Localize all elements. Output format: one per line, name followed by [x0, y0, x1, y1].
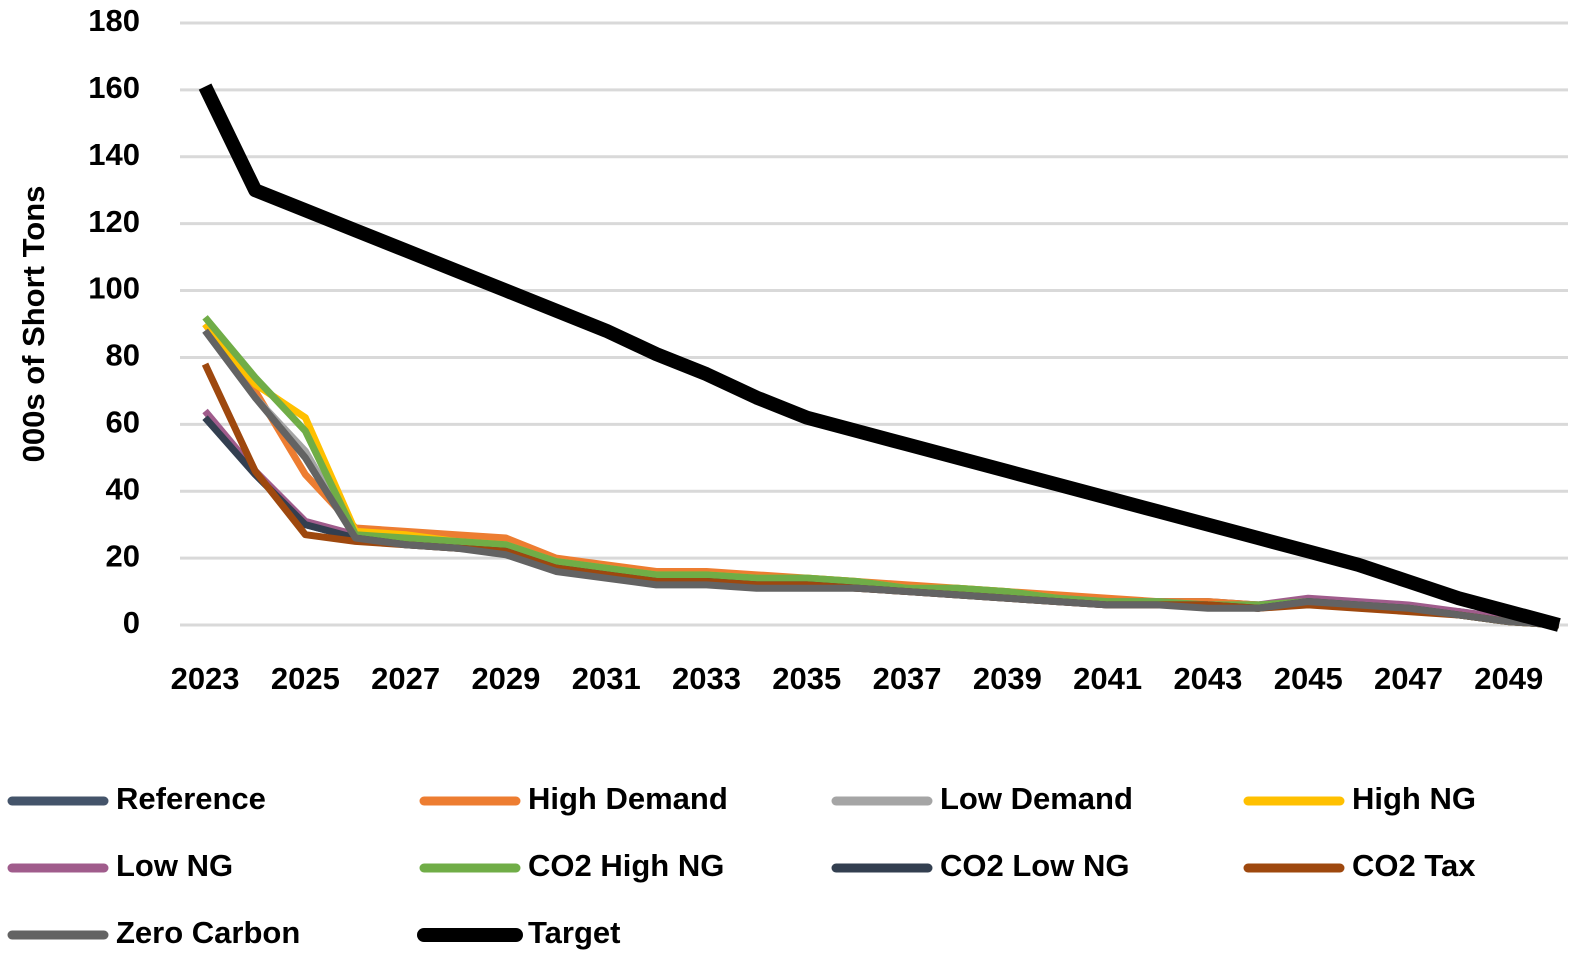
- x-tick-label: 2025: [271, 661, 340, 696]
- series-line: [202, 321, 1560, 629]
- y-tick-label: 80: [106, 338, 140, 373]
- legend-label: Low NG: [116, 848, 233, 883]
- x-tick-label: 2049: [1474, 661, 1543, 696]
- x-tick-label: 2037: [873, 661, 942, 696]
- x-tick-label: 2041: [1073, 661, 1142, 696]
- x-tick-label: 2027: [371, 661, 440, 696]
- y-tick-label: 160: [88, 70, 140, 105]
- x-tick-label: 2043: [1173, 661, 1242, 696]
- y-tick-label: 180: [88, 3, 140, 38]
- legend-label: Zero Carbon: [116, 915, 300, 950]
- x-tick-label: 2033: [672, 661, 741, 696]
- x-tick-label: 2031: [572, 661, 641, 696]
- legend-label: CO2 Tax: [1352, 848, 1476, 883]
- series-line: [202, 415, 1560, 629]
- legend-label: Target: [528, 915, 620, 950]
- legend-label: High Demand: [528, 781, 728, 816]
- y-axis-title: 000s of Short Tons: [16, 186, 51, 463]
- y-tick-label: 40: [106, 471, 140, 506]
- y-tick-label: 0: [123, 605, 140, 640]
- x-tick-label: 2035: [772, 661, 841, 696]
- legend-label: CO2 High NG: [528, 848, 724, 883]
- y-tick-label: 60: [106, 405, 140, 440]
- y-tick-label: 100: [88, 271, 140, 306]
- x-tick-label: 2039: [973, 661, 1042, 696]
- series-line: [198, 83, 1561, 632]
- y-tick-label: 20: [106, 538, 140, 573]
- legend-label: Low Demand: [940, 781, 1133, 816]
- legend-label: High NG: [1352, 781, 1476, 816]
- x-tick-label: 2029: [471, 661, 540, 696]
- legend-label: CO2 Low NG: [940, 848, 1129, 883]
- y-tick-label: 120: [88, 204, 140, 239]
- x-tick-label: 2023: [171, 661, 240, 696]
- y-tick-label: 140: [88, 137, 140, 172]
- x-tick-label: 2045: [1274, 661, 1343, 696]
- legend-label: Reference: [116, 781, 266, 816]
- x-tick-label: 2047: [1374, 661, 1443, 696]
- series-line: [202, 328, 1560, 629]
- series-line: [202, 315, 1560, 629]
